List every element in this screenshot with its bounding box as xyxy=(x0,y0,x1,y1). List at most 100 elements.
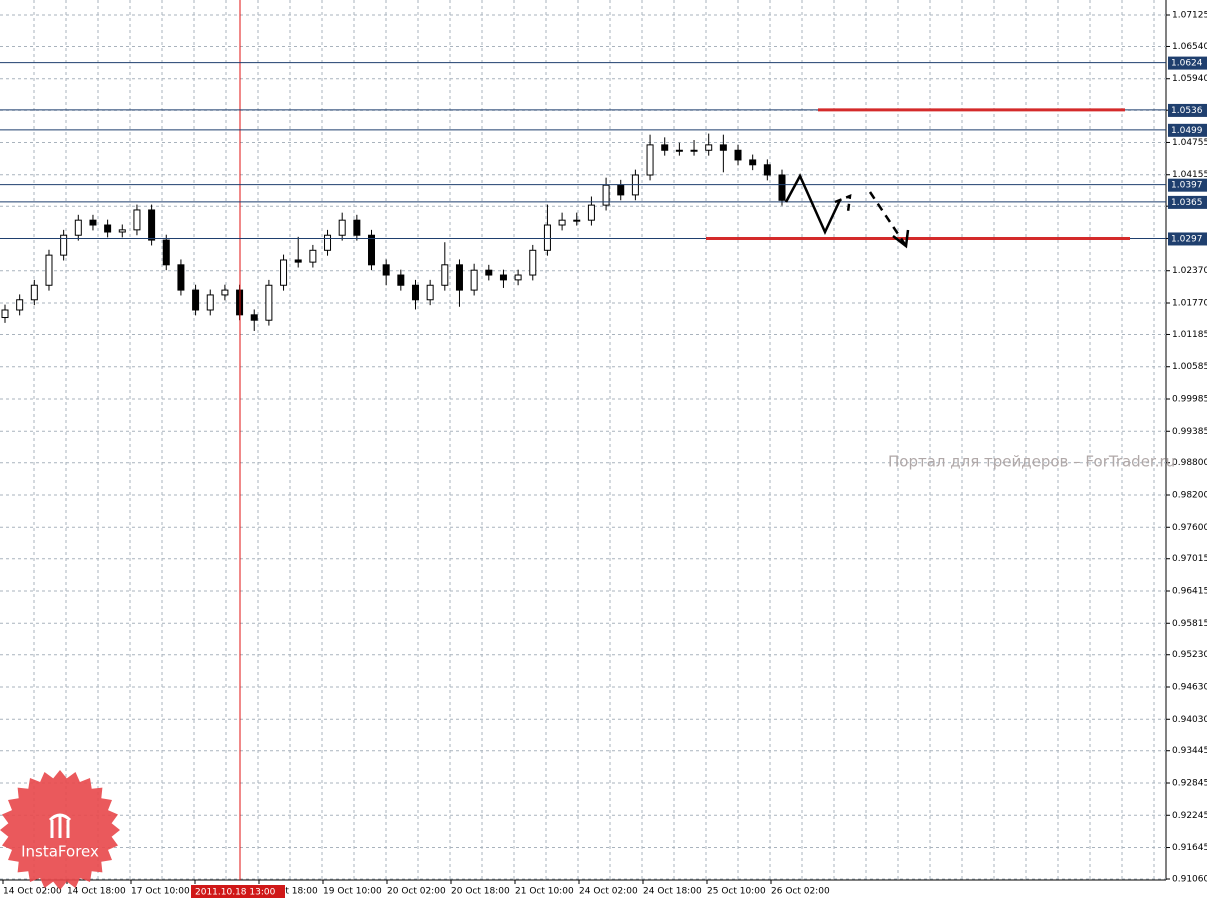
y-tick-label: 1.01185 xyxy=(1172,330,1207,340)
candle-body xyxy=(74,219,82,236)
level-label-box xyxy=(1168,56,1207,70)
candle-body xyxy=(133,209,141,231)
candle-body xyxy=(280,259,288,286)
x-tick-label: 21 Oct 10:00 xyxy=(515,887,574,897)
candle-body xyxy=(382,264,390,276)
level-label-box xyxy=(1168,232,1207,246)
crosshair-label: 2011.10.18 13:00 xyxy=(195,888,276,898)
candle-body xyxy=(514,274,522,281)
candle-body xyxy=(177,264,185,291)
level-label-box xyxy=(1168,103,1207,117)
candle-body xyxy=(324,234,332,251)
x-tick-label: 17 Oct 10:00 xyxy=(131,887,190,897)
y-tick-label: 0.95815 xyxy=(1172,619,1207,629)
crosshair-label-box xyxy=(191,885,285,898)
x-tick-label: 20 Oct 18:00 xyxy=(451,887,510,897)
candle-body xyxy=(148,209,156,241)
candle-body xyxy=(573,219,581,222)
y-tick-label: 0.92845 xyxy=(1172,779,1207,789)
candle-body xyxy=(455,264,463,291)
logo: InstaForex xyxy=(0,770,120,890)
candle-body xyxy=(368,234,376,266)
x-tick-label: 14 Oct 02:00 xyxy=(3,887,62,897)
x-tick-label: 19 Oct 10:00 xyxy=(323,887,382,897)
candle-body xyxy=(690,149,698,152)
candle-body xyxy=(485,269,493,276)
level-label: 1.0365 xyxy=(1171,198,1203,208)
forecast-arrows xyxy=(784,173,910,249)
candle-body xyxy=(118,229,126,233)
y-tick-label: 1.04155 xyxy=(1172,170,1207,180)
level-label: 1.0397 xyxy=(1171,181,1203,191)
candle-body xyxy=(411,284,419,301)
candle-body xyxy=(397,274,405,286)
x-tick-label: 14 Oct 18:00 xyxy=(67,887,126,897)
candle-body xyxy=(309,249,317,263)
y-tick-label: 0.99385 xyxy=(1172,427,1207,437)
candle-body xyxy=(45,254,53,286)
x-tick-label: 24 Oct 18:00 xyxy=(643,887,702,897)
candle-body xyxy=(338,219,346,236)
level-label: 1.0499 xyxy=(1171,126,1203,136)
x-tick-label: 26 Oct 02:00 xyxy=(771,887,830,897)
level-label: 1.0624 xyxy=(1171,59,1203,69)
candle-body xyxy=(104,224,112,233)
candle-body xyxy=(89,219,97,226)
x-tick-label: 18 Oct 18:00 xyxy=(259,887,318,897)
logo-icon xyxy=(48,813,72,838)
candle-body xyxy=(778,174,786,201)
level-label-box xyxy=(1168,195,1207,209)
y-tick-label: 0.94030 xyxy=(1172,715,1207,725)
candle-body xyxy=(470,269,478,291)
y-tick-label: 1.02370 xyxy=(1172,266,1207,276)
candle-body xyxy=(1,309,9,319)
level-label: 1.0536 xyxy=(1171,106,1203,116)
y-tick-label: 0.95230 xyxy=(1172,650,1207,660)
candle-body xyxy=(441,264,449,286)
candle-body xyxy=(543,224,551,251)
candle-body xyxy=(646,144,654,176)
candle-body xyxy=(661,144,669,151)
candle-body xyxy=(206,294,214,311)
y-tick-label: 0.99985 xyxy=(1172,395,1207,405)
x-tick-label: 24 Oct 02:00 xyxy=(579,887,638,897)
x-tick-label: 20 Oct 02:00 xyxy=(387,887,446,897)
candle-body xyxy=(353,219,361,236)
x-tick-label: 25 Oct 10:00 xyxy=(707,887,766,897)
forecast-path xyxy=(784,173,842,236)
y-tick-label: 0.98200 xyxy=(1172,491,1207,501)
candle-body xyxy=(162,239,170,266)
candle-body xyxy=(749,159,757,166)
level-label-box xyxy=(1168,123,1207,137)
logo-text: InstaForex xyxy=(21,843,99,861)
level-label: 1.0297 xyxy=(1171,234,1203,244)
candle-body xyxy=(16,299,24,311)
candle-body xyxy=(587,204,595,221)
candle-body xyxy=(192,289,200,311)
y-tick-label: 0.94630 xyxy=(1172,683,1207,693)
y-tick-label: 1.01770 xyxy=(1172,299,1207,309)
candle-body xyxy=(499,274,507,281)
level-label-box xyxy=(1168,178,1207,192)
candle-body xyxy=(294,259,302,263)
candle-body xyxy=(705,144,713,151)
y-tick-label: 1.07125 xyxy=(1172,11,1207,21)
y-tick-label: 0.91645 xyxy=(1172,843,1207,853)
candle-body xyxy=(734,149,742,161)
y-tick-label: 0.93445 xyxy=(1172,746,1207,756)
watermark: Портал для трейдеров – ForTrader.ru xyxy=(888,453,1175,471)
candle-body xyxy=(719,144,727,151)
y-tick-label: 0.98800 xyxy=(1172,458,1207,468)
arrow-head xyxy=(892,229,910,249)
forecast-path xyxy=(834,194,852,213)
candle-body xyxy=(426,284,434,301)
y-tick-label: 0.92245 xyxy=(1172,811,1207,821)
forecast-path xyxy=(868,191,908,247)
y-tick-label: 0.97600 xyxy=(1172,523,1207,533)
candle-body xyxy=(763,164,771,176)
candle-body xyxy=(60,234,68,256)
candle-body xyxy=(221,289,229,296)
